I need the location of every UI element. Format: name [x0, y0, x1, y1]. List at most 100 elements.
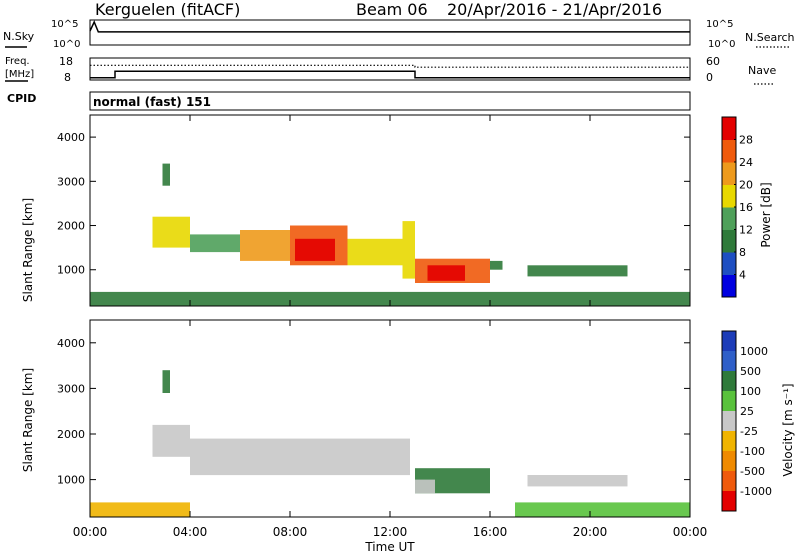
velocity-colorbar-label-7: -1000: [740, 485, 772, 498]
velocity-frame: [89, 319, 691, 518]
y-tick-label-1: 2000: [57, 220, 85, 233]
velocity-panel: 1000 2000 3000 4000 Slant Range [km] 1000 50…: [21, 115, 795, 554]
x-tick-label-3: 12:00: [373, 525, 408, 539]
velocity-colorbar-label: Velocity [m s⁻¹]: [781, 383, 795, 476]
cpid-frame: [89, 91, 691, 111]
velocity-colorbar-label-2: 100: [740, 385, 761, 398]
echo-region-11: [527, 265, 628, 277]
freq-series: [90, 70, 690, 79]
power-colorbar-swatch-0: [722, 274, 736, 298]
nsky-label: N.Sky: [3, 30, 35, 43]
power-ylabel: Slant Range [km]: [21, 198, 35, 302]
echo-region-9: [427, 265, 465, 281]
power-y-axis: 1000 2000 3000 4000: [57, 131, 690, 277]
cpid-label: CPID: [7, 92, 36, 105]
y-tick-label-1: 2000: [57, 428, 85, 441]
velocity-colorbar: 1000 500 100 25 -25 -100 -500 -1000: [721, 330, 772, 512]
power-colorbar-swatch-7: [722, 117, 736, 140]
power-colorbar-swatch-4: [722, 184, 736, 208]
nsky-tick-bottom: 10^0: [53, 39, 80, 50]
nsky-series: [89, 20, 690, 33]
freq-label-unit: [MHz]: [5, 69, 34, 80]
echo-region-5: [527, 475, 628, 487]
nsearch-tick-bottom: 10^0: [708, 39, 735, 50]
velocity-colorbar-label-4: -25: [740, 425, 758, 438]
power-colorbar-label-0: 4: [739, 269, 746, 282]
velocity-heatmap: [90, 370, 690, 517]
echo-region-5: [295, 238, 335, 261]
echo-region-10: [490, 260, 503, 270]
velocity-colorbar-swatch-8: [722, 491, 736, 512]
y-tick-label-2: 3000: [57, 175, 85, 188]
nsky-tick-top: 10^5: [51, 19, 78, 30]
nsearch-tick-top: 10^5: [706, 19, 733, 30]
velocity-colorbar-swatch-6: [722, 451, 736, 472]
power-heatmap: [90, 163, 690, 306]
velocity-colorbar-swatch-3: [722, 391, 736, 412]
time-xlabel: Time UT: [364, 540, 415, 554]
velocity-colorbar-swatch-4: [722, 411, 736, 432]
x-tick-label-1: 04:00: [173, 525, 208, 539]
echo-region-7: [402, 221, 415, 279]
velocity-colorbar-label-5: -100: [740, 445, 765, 458]
echo-region-2: [190, 234, 240, 253]
cpid-panel: CPID normal (fast) 151: [7, 91, 691, 111]
power-colorbar-swatch-6: [722, 139, 736, 163]
velocity-colorbar-label-3: 25: [740, 405, 754, 418]
velocity-colorbar-swatch-0: [722, 331, 736, 352]
y-tick-label-0: 1000: [57, 474, 85, 487]
y-tick-label-0: 1000: [57, 264, 85, 277]
power-colorbar-swatch-1: [722, 252, 736, 275]
power-colorbar-label: Power [dB]: [759, 182, 773, 247]
nave-tick-top: 60: [706, 55, 720, 68]
velocity-colorbar-label-1: 500: [740, 365, 761, 378]
echo-region-4: [415, 479, 435, 494]
freq-tick-top: 18: [59, 55, 73, 68]
velocity-colorbar-frame: [721, 330, 737, 512]
echo-region-2: [190, 438, 410, 476]
velocity-ylabel: Slant Range [km]: [21, 368, 35, 472]
power-colorbar-label-1: 8: [739, 246, 746, 259]
echo-region-0: [162, 163, 170, 186]
y-tick-label-3: 4000: [57, 131, 85, 144]
echo-region-1: [152, 424, 190, 457]
freq-frame: [89, 57, 691, 81]
y-tick-label-3: 4000: [57, 337, 85, 350]
beam-label: Beam 06: [356, 0, 428, 19]
power-colorbar-swatch-2: [722, 229, 736, 253]
velocity-colorbar-label-0: 1000: [740, 345, 768, 358]
velocity-colorbar-swatch-5: [722, 431, 736, 452]
power-colorbar-swatch-3: [722, 207, 736, 230]
x-tick-label-2: 08:00: [273, 525, 308, 539]
x-tick-label-0: 00:00: [73, 525, 108, 539]
velocity-colorbar-swatch-1: [722, 351, 736, 372]
echo-region-7: [515, 502, 690, 517]
velocity-colorbar-swatch-7: [722, 471, 736, 492]
power-colorbar-label-3: 16: [739, 201, 753, 214]
nave-label: Nave: [748, 64, 776, 77]
nave-tick-bottom: 0: [706, 71, 713, 84]
power-colorbar-swatch-5: [722, 162, 736, 185]
echo-region-6: [90, 502, 190, 517]
x-tick-label-5: 20:00: [573, 525, 608, 539]
radar-title: Kerguelen (fitACF): [95, 0, 240, 19]
freq-tick-bottom: 8: [64, 71, 71, 84]
velocity-colorbar-swatch-2: [722, 371, 736, 392]
power-colorbar-label-5: 24: [739, 156, 753, 169]
power-colorbar-label-4: 20: [739, 179, 753, 192]
freq-label-top: Freq.: [5, 56, 30, 67]
echo-region-6: [347, 238, 403, 266]
power-frame: [89, 114, 691, 307]
power-colorbar: 4 8 12 16 20 24 28: [721, 116, 753, 298]
velocity-y-axis: 1000 2000 3000 4000: [57, 337, 690, 487]
nave-series: [90, 64, 690, 68]
echo-region-12: [90, 291, 690, 306]
echo-region-1: [152, 216, 190, 248]
date-range: 20/Apr/2016 - 21/Apr/2016: [447, 0, 662, 19]
power-colorbar-label-6: 28: [739, 134, 753, 147]
echo-region-3: [240, 230, 290, 261]
nsky-panel: N.Sky 10^5 10^0 10^5 10^0 N.Search: [3, 19, 795, 50]
cpid-text: normal (fast) 151: [93, 95, 211, 109]
